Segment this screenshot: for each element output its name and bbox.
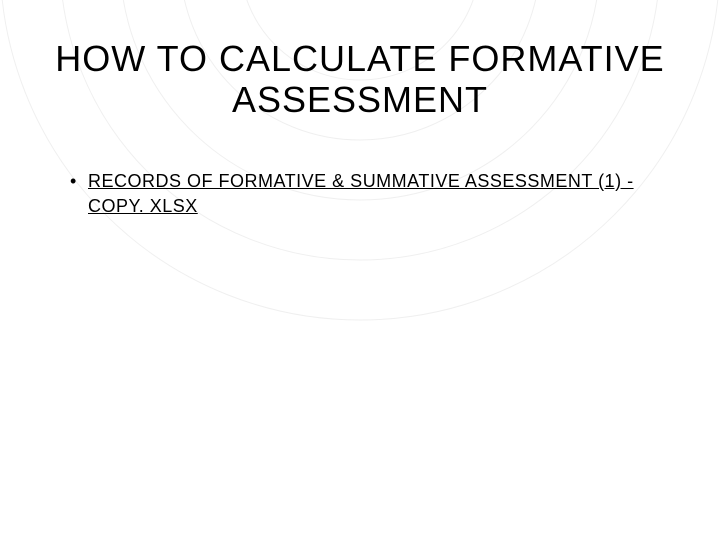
- bullet-list: RECORDS OF FORMATIVE & SUMMATIVE ASSESSM…: [50, 169, 670, 219]
- file-link[interactable]: RECORDS OF FORMATIVE & SUMMATIVE ASSESSM…: [88, 171, 634, 216]
- slide-container: HOW TO CALCULATE FORMATIVE ASSESSMENT RE…: [0, 0, 720, 540]
- slide-title: HOW TO CALCULATE FORMATIVE ASSESSMENT: [50, 38, 670, 121]
- list-item: RECORDS OF FORMATIVE & SUMMATIVE ASSESSM…: [70, 169, 670, 219]
